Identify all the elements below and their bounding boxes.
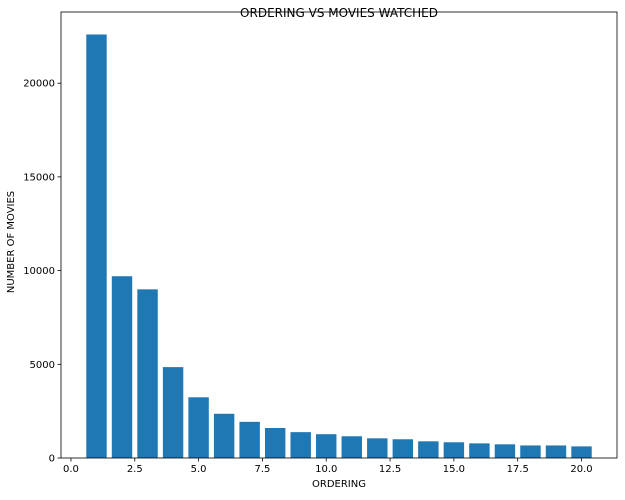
y-tick-label: 10000 bbox=[23, 266, 55, 277]
x-tick-label: 5.0 bbox=[191, 464, 207, 475]
x-tick-label: 15.0 bbox=[443, 464, 465, 475]
x-tick-label: 10.0 bbox=[315, 464, 337, 475]
x-tick-label: 20.0 bbox=[570, 464, 592, 475]
x-tick-label: 7.5 bbox=[254, 464, 270, 475]
bar-14 bbox=[418, 441, 439, 458]
bar-7 bbox=[239, 421, 260, 458]
bar-12 bbox=[367, 438, 388, 458]
x-tick-label: 0.0 bbox=[63, 464, 79, 475]
x-tick-label: 12.5 bbox=[379, 464, 401, 475]
plot-frame bbox=[60, 11, 618, 459]
bar-9 bbox=[290, 432, 311, 458]
y-tick-label: 15000 bbox=[23, 172, 55, 183]
bar-4 bbox=[162, 367, 184, 458]
bar-8 bbox=[264, 428, 286, 458]
y-tick-label: 5000 bbox=[30, 360, 55, 371]
bar-5 bbox=[188, 397, 209, 458]
bar-11 bbox=[341, 436, 362, 458]
bars-group bbox=[86, 34, 592, 458]
y-tick-label: 20000 bbox=[23, 79, 55, 90]
ticks-group: 0.0 2.5 5.0 7.5 10.0 12.5 15.0 17.5 20.0 0 5000 100… bbox=[23, 79, 592, 475]
bar-20 bbox=[571, 446, 592, 458]
x-tick-label: 17.5 bbox=[507, 464, 529, 475]
bar-1 bbox=[86, 34, 107, 458]
x-axis-label: ORDERING bbox=[312, 479, 366, 490]
y-axis-label: NUMBER OF MOVIES bbox=[6, 191, 17, 293]
bar-17 bbox=[494, 444, 516, 458]
bar-3 bbox=[137, 289, 158, 458]
bar-13 bbox=[392, 439, 414, 458]
bar-18 bbox=[520, 445, 541, 458]
bar-2 bbox=[111, 276, 133, 458]
bar-16 bbox=[469, 443, 490, 458]
bar-10 bbox=[316, 434, 337, 458]
bar-15 bbox=[443, 442, 465, 458]
bar-6 bbox=[213, 413, 235, 458]
bar-19 bbox=[545, 445, 567, 458]
chart-title: ORDERING VS MOVIES WATCHED bbox=[240, 6, 438, 20]
y-tick-label: 0 bbox=[49, 454, 55, 465]
x-tick-label: 2.5 bbox=[127, 464, 143, 475]
